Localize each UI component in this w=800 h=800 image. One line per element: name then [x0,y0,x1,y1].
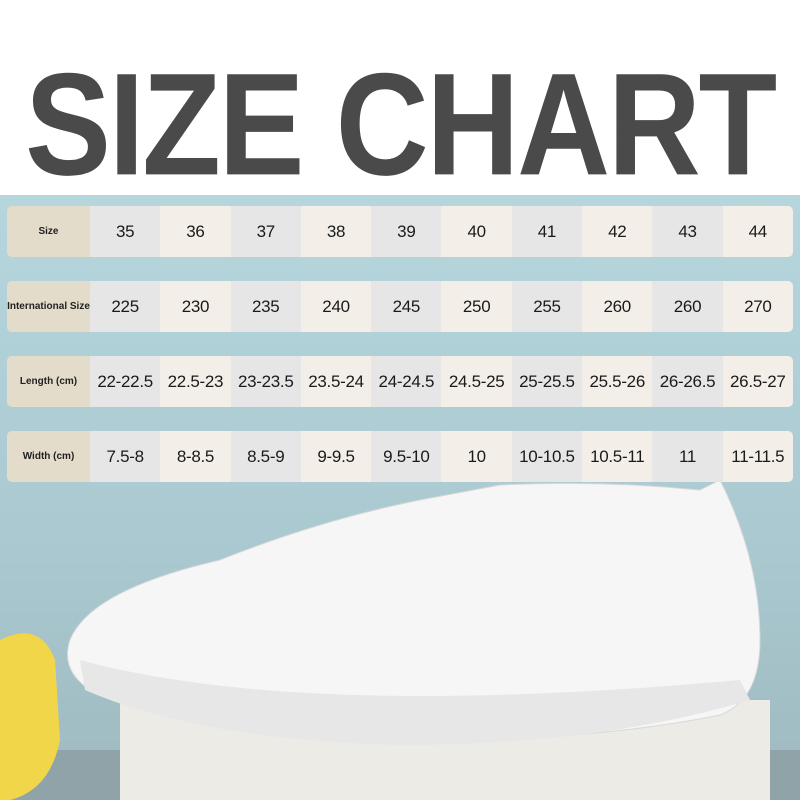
table-cell: 8.5-9 [230,431,301,482]
table-cell: 245 [371,281,442,332]
table-cell: 22-22.5 [90,356,161,407]
table-cell: 235 [230,281,301,332]
row-label: International Size [7,281,90,332]
table-cell: 230 [160,281,231,332]
table-cell: 35 [90,206,161,257]
table-row-length: Length (cm) 22-22.5 22.5-23 23-23.5 23.5… [7,356,793,407]
table-cell: 8-8.5 [160,431,231,482]
table-cell: 10-10.5 [511,431,583,482]
table-cell: 40 [441,206,512,257]
yellow-object [0,633,60,800]
table-cell: 240 [300,281,372,332]
table-row-width: Width (cm) 7.5-8 8-8.5 8.5-9 9-9.5 9.5-1… [7,431,793,482]
table-cell: 37 [230,206,301,257]
row-label: Size [7,206,90,257]
table-cell: 11-11.5 [722,431,793,482]
table-cell: 260 [652,281,723,332]
table-cell: 250 [441,281,512,332]
table-cell: 23-23.5 [230,356,301,407]
shoe-sole [80,660,750,745]
table-cell: 9.5-10 [371,431,442,482]
table-cell: 36 [160,206,231,257]
table-cell: 26.5-27 [722,356,793,407]
table-cell: 24-24.5 [371,356,442,407]
table-cell: 41 [511,206,583,257]
table-cell: 38 [300,206,372,257]
table-cell: 270 [722,281,793,332]
table-cell: 25.5-26 [582,356,653,407]
table-row-international-size: International Size 225 230 235 240 245 2… [7,281,793,332]
table-cell: 255 [511,281,583,332]
table-cell: 25-25.5 [511,356,583,407]
table-cell: 22.5-23 [160,356,231,407]
table-cell: 11 [652,431,723,482]
table-row-size: Size 35 36 37 38 39 40 41 42 43 44 [7,206,793,257]
table-cell: 225 [90,281,161,332]
row-label: Length (cm) [7,356,90,407]
table-cell: 44 [722,206,793,257]
table-cell: 7.5-8 [90,431,161,482]
table-cell: 39 [371,206,442,257]
table-cell: 24.5-25 [441,356,512,407]
table-cell: 10.5-11 [582,431,653,482]
table-cell: 260 [582,281,653,332]
table-cell: 42 [582,206,653,257]
table-cell: 43 [652,206,723,257]
table-cell: 23.5-24 [300,356,372,407]
size-chart-title: SIZE CHART [25,43,777,206]
table-cell: 10 [441,431,512,482]
row-label: Width (cm) [7,431,90,482]
table-cell: 9-9.5 [300,431,372,482]
table-cell: 26-26.5 [652,356,723,407]
